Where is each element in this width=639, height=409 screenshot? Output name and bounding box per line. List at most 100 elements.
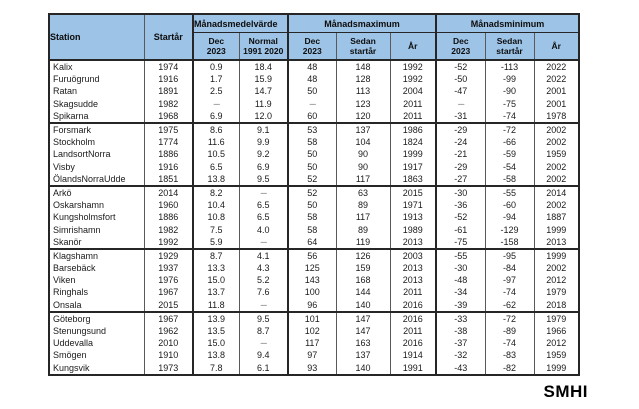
header-min-since-start: Sedan startår	[484, 32, 535, 60]
value-cell: 1979	[533, 286, 580, 299]
value-cell: 60	[287, 109, 337, 123]
table-row: Uddevalla 2010 15.0 --- 117 163 2016 -37 -74 2012	[48, 337, 580, 350]
value-cell: 58	[287, 136, 337, 149]
value-cell: 5.9	[192, 235, 239, 249]
value-cell: 117	[335, 211, 391, 224]
value-cell: 147	[335, 324, 391, 338]
value-cell: 5.2	[238, 274, 289, 287]
value-cell: -66	[484, 136, 535, 149]
value-cell: -99	[484, 73, 535, 86]
value-cell: -50	[435, 73, 486, 86]
value-cell: -34	[435, 286, 486, 299]
value-cell: 52	[287, 172, 337, 186]
value-cell: 50	[287, 148, 337, 161]
value-cell: 6.5	[238, 211, 289, 224]
value-cell: 126	[335, 247, 391, 262]
value-cell: 11.8	[192, 298, 239, 312]
value-cell: ---	[238, 235, 289, 249]
value-cell: 1966	[533, 324, 580, 338]
value-cell: 1916	[143, 160, 193, 173]
value-cell: -74	[484, 109, 535, 123]
value-cell: -32	[435, 349, 486, 362]
value-cell: -52	[435, 211, 486, 224]
value-cell: -82	[484, 361, 535, 375]
value-cell: ---	[435, 97, 486, 110]
header-group-monthly-min: Månadsminimum	[435, 14, 580, 33]
value-cell: 15.0	[192, 337, 239, 350]
station-name-cell: Simrishamn	[48, 223, 144, 236]
value-cell: 143	[287, 274, 337, 287]
value-cell: 1959	[533, 349, 580, 362]
value-cell: -113	[484, 60, 535, 74]
value-cell: 90	[335, 148, 391, 161]
value-cell: -39	[435, 298, 486, 312]
value-cell: 1999	[389, 148, 437, 161]
header-line: startår	[349, 46, 377, 56]
value-cell: -75	[435, 235, 486, 249]
smhi-logo: SMHI	[543, 382, 588, 401]
table-row: Klagshamn 1929 8.7 4.1 56 126 2003 -55 -95 1999	[48, 247, 580, 262]
value-cell: 2011	[389, 97, 437, 110]
value-cell: 13.9	[192, 310, 239, 325]
value-cell: -29	[435, 160, 486, 173]
value-cell: -83	[484, 349, 535, 362]
header-min-year: År	[533, 32, 580, 60]
value-cell: 93	[287, 361, 337, 375]
table-body: Kalix 1974 0.9 18.4 48 148 1992 -52 -113 2022 Furu…	[48, 60, 580, 375]
value-cell: 11.6	[192, 136, 239, 149]
value-cell: 4.1	[238, 247, 289, 262]
header-line: Sedan	[350, 36, 376, 46]
table-header: Station Startår Månadsmedelvärde Månadsm…	[48, 14, 580, 61]
value-cell: -75	[484, 97, 535, 110]
value-cell: -24	[435, 136, 486, 149]
value-cell: 13.7	[192, 286, 239, 299]
value-cell: 1887	[533, 211, 580, 224]
value-cell: 50	[287, 85, 337, 98]
value-cell: 4.3	[238, 262, 289, 275]
value-cell: -55	[435, 247, 486, 262]
value-cell: 9.5	[238, 310, 289, 325]
value-cell: 1992	[143, 235, 193, 249]
table-row: Arkö 2014 8.2 --- 52 63 2015 -30 -55 2014	[48, 184, 580, 200]
value-cell: 144	[335, 286, 391, 299]
value-cell: 148	[335, 60, 391, 74]
value-cell: -129	[484, 223, 535, 236]
value-cell: ---	[238, 298, 289, 312]
value-cell: 113	[335, 85, 391, 98]
value-cell: 2012	[533, 337, 580, 350]
table-row: Kalix 1974 0.9 18.4 48 148 1992 -52 -113 2022	[48, 60, 580, 74]
value-cell: 13.8	[192, 349, 239, 362]
table-row: Stenungsund 1962 13.5 8.7 102 147 2011 -38 -89 19…	[48, 324, 580, 338]
value-cell: 2002	[533, 160, 580, 173]
value-cell: -27	[435, 172, 486, 186]
value-cell: 2002	[533, 172, 580, 186]
value-cell: 9.1	[238, 121, 289, 137]
station-name-cell: Ratan	[48, 85, 144, 98]
value-cell: 18.4	[238, 60, 289, 74]
station-name-cell: Ringhals	[48, 286, 144, 299]
value-cell: 159	[335, 262, 391, 275]
header-group-monthly-max: Månadsmaximum	[287, 14, 437, 33]
header-group-monthly-mean: Månadsmedelvärde	[191, 14, 289, 33]
value-cell: 12.0	[238, 109, 289, 123]
value-cell: 2011	[389, 286, 437, 299]
station-name-cell: Visby	[48, 160, 144, 173]
header-line: 2023	[302, 46, 322, 56]
value-cell: 125	[287, 262, 337, 275]
value-cell: 1.7	[192, 73, 239, 86]
value-cell: 11.9	[238, 97, 289, 110]
value-cell: 140	[335, 361, 391, 375]
value-cell: 147	[335, 310, 391, 325]
value-cell: -90	[484, 85, 535, 98]
station-name-cell: Skagsudde	[48, 97, 144, 110]
value-cell: 2002	[533, 262, 580, 275]
value-cell: 8.6	[192, 121, 239, 137]
value-cell: 50	[287, 199, 337, 212]
value-cell: -89	[484, 324, 535, 338]
value-cell: 1982	[143, 223, 193, 236]
value-cell: 1863	[389, 172, 437, 186]
station-name-cell: LandsortNorra	[48, 148, 144, 161]
value-cell: -36	[435, 199, 486, 212]
value-cell: -54	[484, 160, 535, 173]
